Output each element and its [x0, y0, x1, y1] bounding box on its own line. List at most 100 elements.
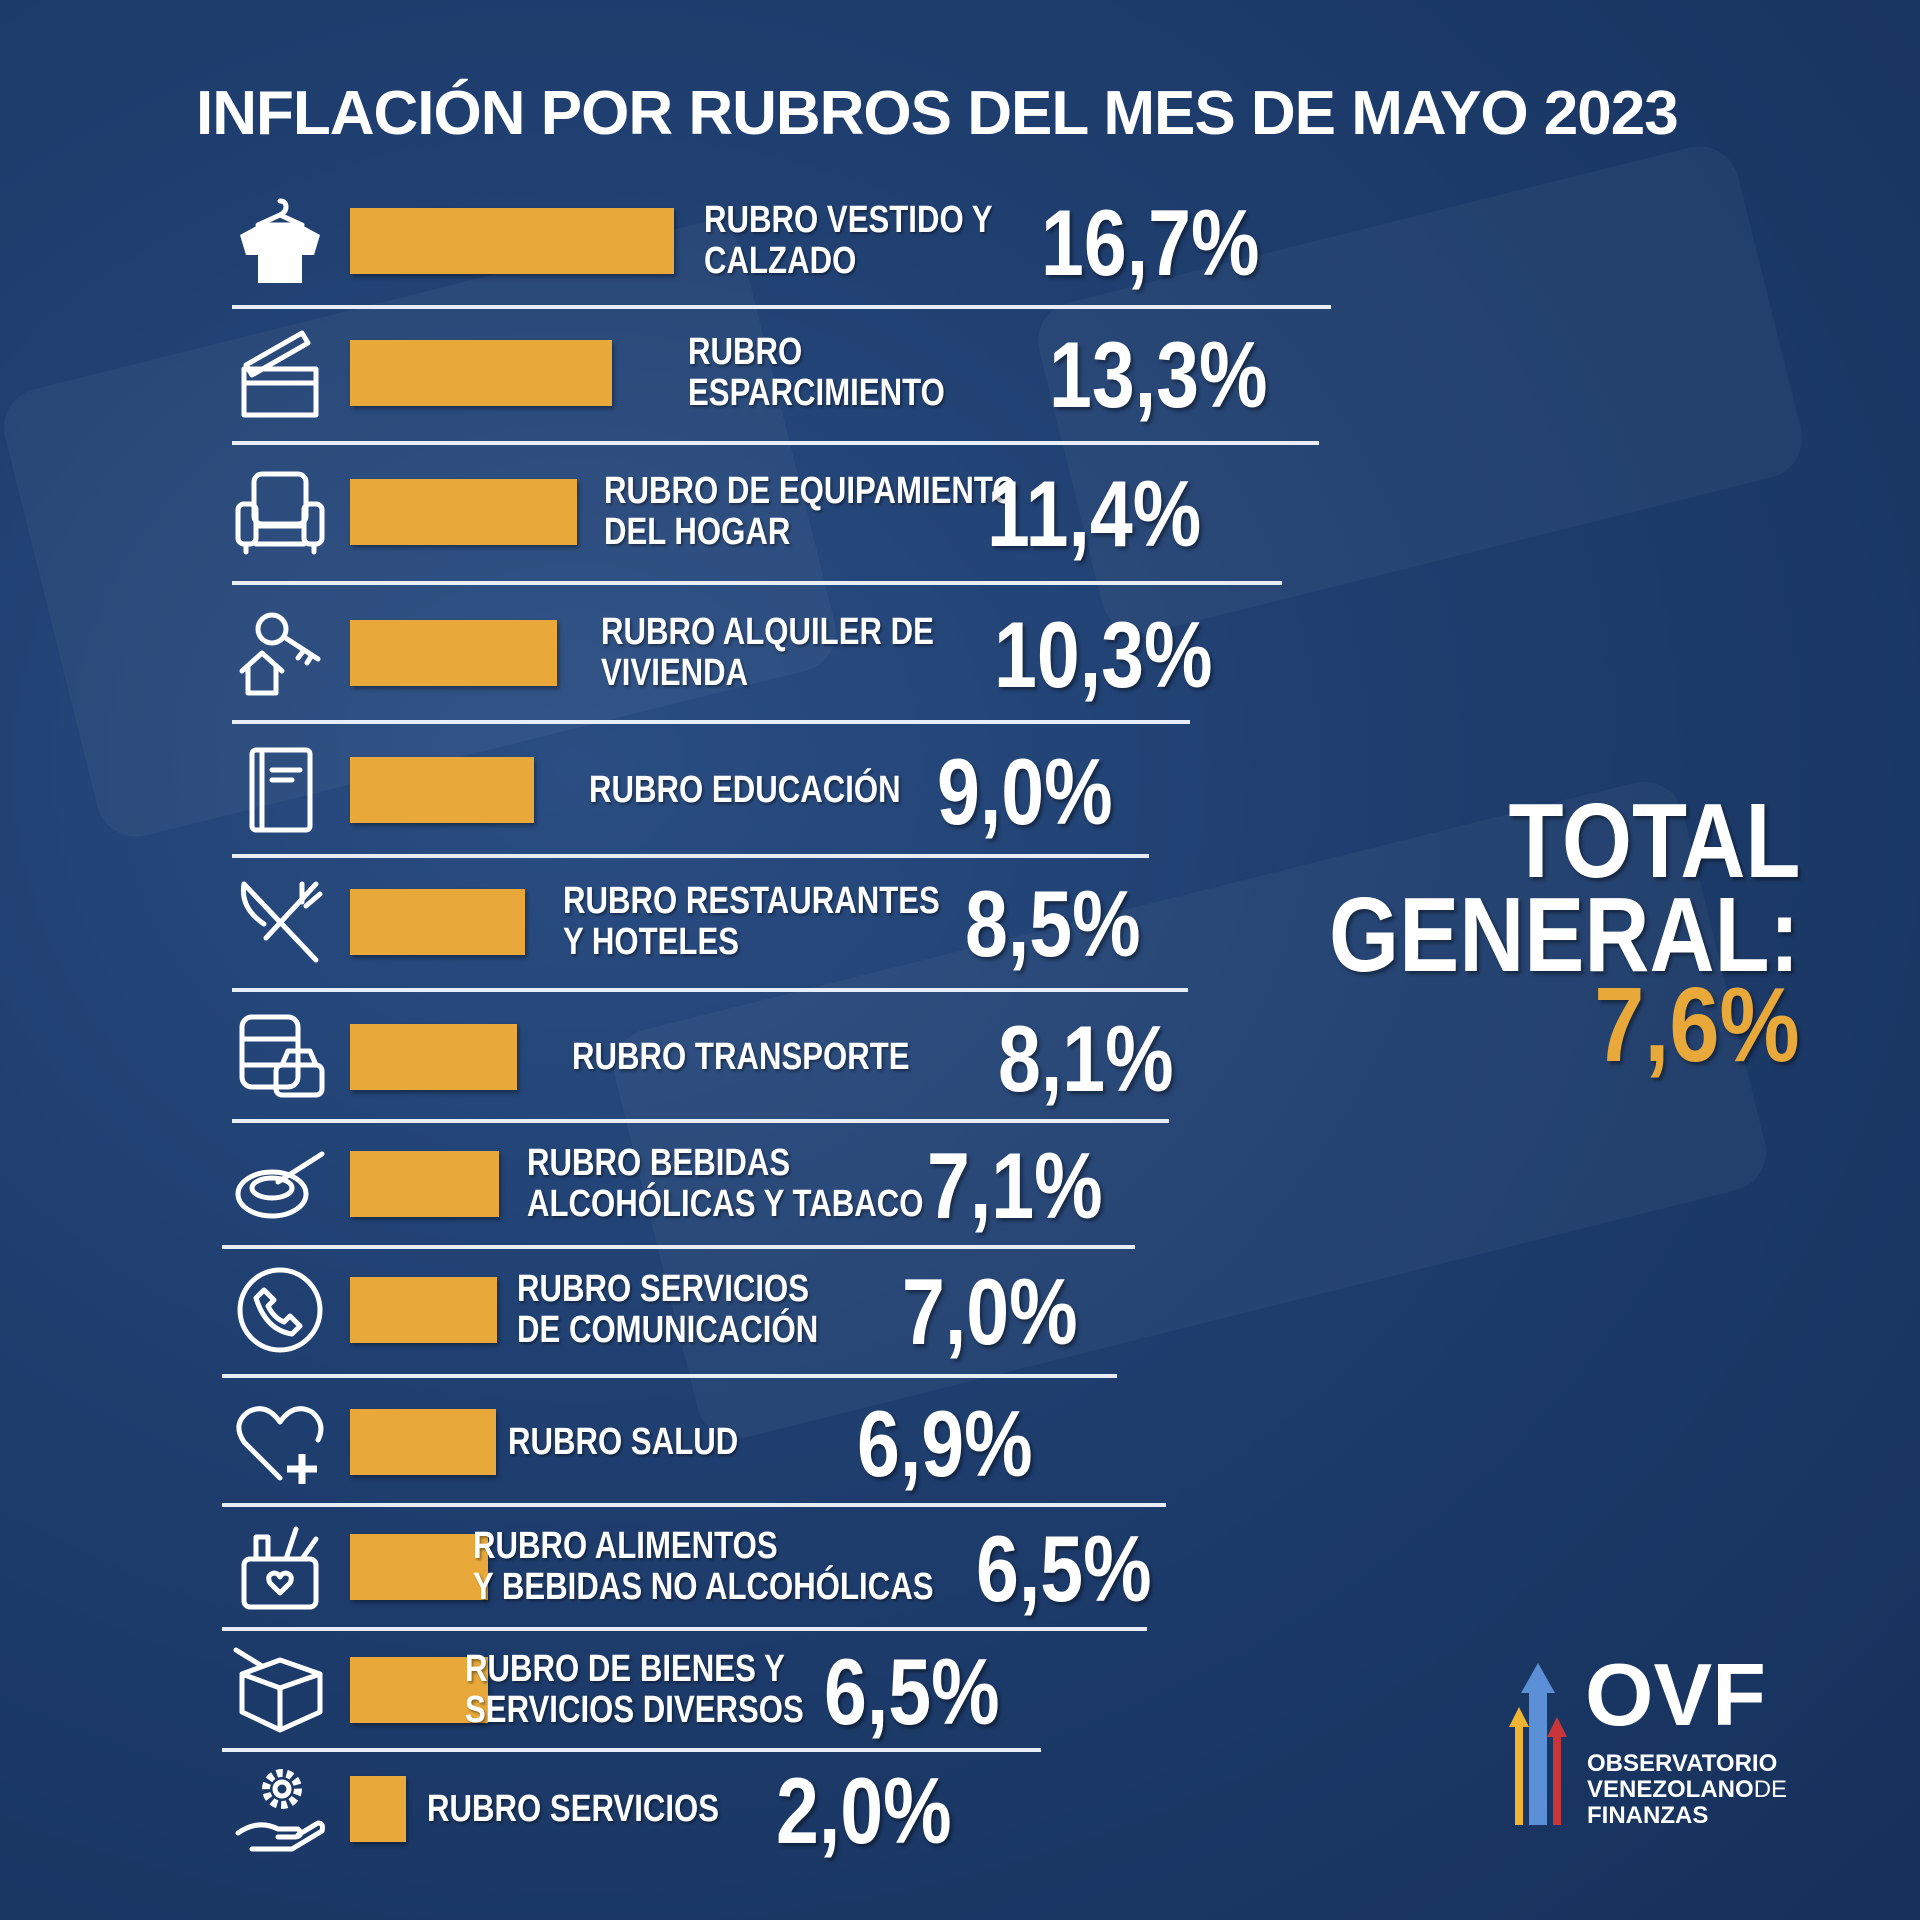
label-line1: RUBRO BEBIDAS [527, 1142, 791, 1184]
bar-category-label: RUBRO SALUD [508, 1422, 738, 1463]
row-divider [222, 1748, 1041, 1752]
row-divider [232, 1119, 1169, 1123]
label-line1: RUBRO SERVICIOS [427, 1788, 720, 1830]
row-divider [232, 305, 1331, 309]
house-key-icon [232, 605, 328, 701]
bar-category-label: RUBRO DE EQUIPAMIENTO DEL HOGAR [604, 471, 1017, 553]
book-icon [232, 742, 328, 838]
bar-value-label: 8,5% [965, 871, 1141, 976]
bar-row: RUBRO SERVICIOS 2,0% [0, 1744, 1900, 1874]
bar [350, 1277, 497, 1343]
label-line1: RUBRO VESTIDO Y [704, 199, 993, 241]
ashtray-icon [232, 1136, 328, 1232]
bar-value-label: 2,0% [776, 1758, 952, 1863]
bar [350, 757, 534, 823]
bar-row: RUBRO ESPARCIMIENTO 13,3% [0, 308, 1900, 438]
logo-line2a: VENEZOLANO [1587, 1776, 1754, 1803]
arrows-logo-icon [1509, 1663, 1567, 1825]
bar-row: RUBRO SALUD 6,9% [0, 1377, 1900, 1507]
bar-category-label: RUBRO ALQUILER DE VIVIENDA [601, 612, 934, 694]
bar-row: RUBRO DE EQUIPAMIENTO DEL HOGAR 11,4% [0, 447, 1900, 577]
label-line2: CALZADO [704, 240, 857, 282]
label-line2: SERVICIOS DIVERSOS [465, 1689, 804, 1731]
bar-row: RUBRO TRANSPORTE 8,1% [0, 992, 1900, 1122]
label-line2: ESPARCIMIENTO [688, 372, 945, 414]
bus-car-icon [232, 1009, 328, 1105]
bar-value-label: 11,4% [987, 461, 1202, 566]
bar-value-label: 6,5% [976, 1516, 1152, 1621]
bar-category-label: RUBRO SERVICIOS [427, 1789, 719, 1830]
label-line1: RUBRO DE EQUIPAMIENTO [604, 470, 1017, 512]
row-divider [232, 441, 1319, 445]
bar-row: RUBRO RESTAURANTES Y HOTELES 8,5% [0, 857, 1900, 987]
total-label-line2: GENERAL: [1329, 876, 1800, 994]
bar [350, 1534, 488, 1600]
ovf-logo: OVF OBSERVATORIO VENEZOLANODE FINANZAS [1505, 1649, 1805, 1830]
label-line1: RUBRO SALUD [508, 1421, 739, 1463]
label-line1: RUBRO TRANSPORTE [572, 1036, 910, 1078]
bar [350, 1024, 517, 1090]
row-divider [232, 581, 1282, 585]
label-line1: RUBRO ALIMENTOS [473, 1525, 778, 1567]
logo-line2b: DE [1753, 1776, 1788, 1803]
label-line1: RUBRO EDUCACIÓN [589, 769, 901, 811]
bar [350, 340, 612, 406]
gear-hand-icon [232, 1761, 328, 1857]
bar-category-label: RUBRO BEBIDAS ALCOHÓLICAS Y TABACO [527, 1143, 923, 1225]
bar [350, 620, 557, 686]
label-line1: RUBRO ALQUILER DE [601, 611, 934, 653]
fork-knife-icon [232, 874, 328, 970]
phone-icon [232, 1262, 328, 1358]
row-divider [232, 854, 1149, 858]
bar-value-label: 10,3% [994, 602, 1213, 707]
bar-row: RUBRO SERVICIOS DE COMUNICACIÓN 7,0% [0, 1245, 1900, 1375]
bar-category-label: RUBRO VESTIDO Y CALZADO [704, 200, 993, 282]
bar [350, 208, 674, 274]
row-divider [222, 1245, 1135, 1249]
label-line2: Y BEBIDAS NO ALCOHÓLICAS [473, 1566, 934, 1608]
bar-value-label: 8,1% [998, 1006, 1174, 1111]
bar-value-label: 7,1% [927, 1133, 1103, 1238]
bar-row: RUBRO VESTIDO Y CALZADO 16,7% [0, 176, 1900, 306]
label-line1: RUBRO DE BIENES Y [465, 1648, 785, 1690]
bar [350, 1409, 496, 1475]
bar-value-label: 13,3% [1049, 322, 1268, 427]
bar-category-label: RUBRO ESPARCIMIENTO [688, 332, 945, 414]
bar-category-label: RUBRO EDUCACIÓN [589, 770, 901, 811]
bar-value-label: 9,0% [937, 739, 1113, 844]
chart-title: INFLACIÓN POR RUBROS DEL MES DE MAYO 202… [196, 79, 1679, 148]
label-line2: Y HOTELES [563, 921, 740, 963]
bar-value-label: 16,7% [1041, 190, 1260, 295]
grocery-basket-icon [232, 1519, 328, 1615]
bar-row: RUBRO ALIMENTOS Y BEBIDAS NO ALCOHÓLICAS… [0, 1502, 1900, 1632]
logo-line3: FINANZAS [1587, 1802, 1709, 1829]
bar-value-label: 6,5% [824, 1639, 1000, 1744]
logo-line1: OBSERVATORIO [1587, 1750, 1778, 1777]
bar-category-label: RUBRO ALIMENTOS Y BEBIDAS NO ALCOHÓLICAS [473, 1526, 934, 1608]
label-line1: RUBRO [688, 331, 803, 373]
row-divider [232, 988, 1188, 992]
bar-category-label: RUBRO RESTAURANTES Y HOTELES [563, 881, 940, 963]
bar-category-label: RUBRO TRANSPORTE [572, 1037, 910, 1078]
clapperboard-icon [232, 325, 328, 421]
bar-row: RUBRO DE BIENES Y SERVICIOS DIVERSOS 6,5… [0, 1625, 1900, 1755]
row-divider [222, 1503, 1166, 1507]
heart-plus-icon [232, 1394, 328, 1490]
label-line2: DE COMUNICACIÓN [517, 1309, 819, 1351]
bar [350, 1776, 406, 1842]
row-divider [222, 1627, 1147, 1631]
bar-row: RUBRO ALQUILER DE VIVIENDA 10,3% [0, 588, 1900, 718]
bar-value-label: 7,0% [902, 1259, 1078, 1364]
total-label-line1: TOTAL [1508, 782, 1800, 900]
label-line1: RUBRO SERVICIOS [517, 1268, 810, 1310]
bar-row: RUBRO BEBIDAS ALCOHÓLICAS Y TABACO 7,1% [0, 1119, 1900, 1249]
armchair-icon [232, 464, 328, 560]
bar [350, 889, 525, 955]
bar-row: RUBRO EDUCACIÓN 9,0% [0, 725, 1900, 855]
bar-value-label: 6,9% [857, 1391, 1033, 1496]
total-value: 7,6% [1594, 966, 1800, 1084]
shirt-icon [232, 193, 328, 289]
bar [350, 479, 577, 545]
label-line2: VIVIENDA [601, 652, 749, 694]
bar-category-label: RUBRO SERVICIOS DE COMUNICACIÓN [517, 1269, 818, 1351]
